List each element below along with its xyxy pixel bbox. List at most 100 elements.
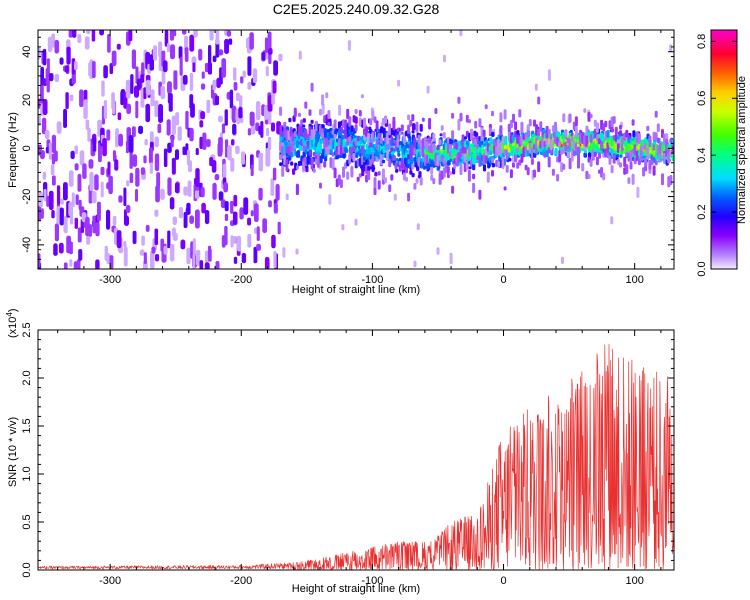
heatmap-cell [143, 155, 147, 164]
snr-xtick-label: -300 [99, 575, 121, 587]
heatmap-cell [89, 171, 94, 192]
heatmap-cell [505, 164, 509, 173]
heatmap-cell [268, 47, 273, 55]
heatmap-cell [619, 124, 622, 130]
heatmap-cell [38, 253, 41, 267]
heatmap-cell [379, 154, 383, 166]
heatmap-cell [321, 103, 325, 115]
heatmap-cell [252, 68, 258, 84]
heatmap-cell [158, 41, 163, 58]
heatmap-cell [262, 218, 267, 234]
heatmap-cell [402, 145, 407, 150]
heatmap-cell [533, 169, 536, 178]
heatmap-cell [648, 135, 652, 148]
heatmap-cell [566, 151, 570, 158]
heatmap-cell [300, 126, 304, 137]
heatmap-cell [439, 133, 443, 137]
heatmap-cell [583, 152, 587, 156]
heatmap-cell [138, 125, 143, 135]
heatmap-cell [411, 172, 415, 178]
spectrogram-x-axis: -300 -200 -100 0 100 [57, 30, 662, 286]
heatmap-cell [59, 207, 64, 226]
heatmap-cell [235, 92, 240, 102]
heatmap-cell [250, 124, 256, 135]
heatmap-cell [333, 119, 337, 129]
heatmap-cell [229, 89, 234, 109]
heatmap-cell [612, 116, 616, 124]
heatmap-cell [358, 110, 362, 117]
heatmap-cell [485, 139, 489, 145]
heatmap-cell [46, 58, 50, 77]
heatmap-cell [636, 186, 640, 198]
heatmap-cell [163, 245, 168, 255]
spectrogram-x-axis-title: Height of straight line (km) [292, 284, 420, 296]
heatmap-cell [631, 173, 635, 185]
heatmap-cell [100, 181, 104, 198]
snr-y-axis-title: SNR (10 * v/v) [7, 417, 19, 487]
heatmap-cell [348, 136, 352, 143]
heatmap-cell [139, 249, 145, 256]
heatmap-cell [63, 215, 68, 234]
heatmap-cell [131, 49, 136, 69]
heatmap-cell [54, 39, 60, 54]
heatmap-cell [70, 150, 75, 160]
heatmap-cell [572, 150, 576, 157]
heatmap-cell [112, 100, 116, 115]
heatmap-cell [598, 152, 601, 159]
heatmap-cell [589, 134, 593, 143]
heatmap-cell [163, 148, 168, 168]
heatmap-cell [178, 206, 183, 219]
heatmap-cell [342, 153, 346, 159]
heatmap-cell [612, 153, 616, 164]
heatmap-cell [321, 132, 325, 139]
heatmap-cell [106, 209, 111, 230]
heatmap-cell [423, 162, 427, 167]
heatmap-cell [390, 147, 394, 152]
heatmap-cell [218, 115, 223, 123]
heatmap-cell [371, 131, 375, 143]
heatmap-cell [295, 248, 299, 255]
heatmap-cell [465, 140, 469, 146]
heatmap-cell [491, 170, 494, 177]
heatmap-cell [595, 122, 599, 133]
heatmap-cell [491, 131, 495, 137]
heatmap-cell [150, 89, 155, 107]
heatmap-cell [549, 139, 553, 151]
heatmap-cell [86, 30, 91, 35]
spectrogram-xtick-label: -100 [361, 274, 383, 286]
heatmap-cell [405, 176, 408, 182]
heatmap-cell [341, 224, 345, 231]
heatmap-cell [279, 106, 283, 116]
heatmap-cell [338, 104, 342, 116]
heatmap-cell [298, 144, 303, 151]
heatmap-cell [319, 108, 322, 116]
heatmap-cell [501, 136, 505, 144]
heatmap-cell [103, 100, 107, 119]
heatmap-cell [574, 116, 578, 127]
heatmap-cell [465, 130, 469, 138]
spectrogram-ytick-label: 0 [21, 145, 33, 151]
heatmap-cell [610, 125, 614, 133]
heatmap-cell [503, 186, 507, 191]
heatmap-cell [175, 149, 179, 160]
spectrogram-xtick-label: -300 [99, 274, 121, 286]
snr-ytick-label: 1.5 [21, 418, 33, 433]
heatmap-cell [432, 178, 436, 185]
heatmap-cell [51, 210, 55, 219]
heatmap-cell [65, 92, 69, 110]
snr-ytick-label: 1.0 [21, 466, 33, 481]
spectrogram-xtick-label: -200 [230, 274, 252, 286]
spectrogram-xtick-label: 0 [500, 274, 506, 286]
heatmap-cell [40, 150, 45, 160]
heatmap-cell [432, 143, 436, 151]
heatmap-cell [150, 250, 155, 269]
heatmap-cell [472, 162, 476, 171]
spectrogram-ytick-label: -20 [21, 189, 33, 205]
heatmap-cell [554, 147, 558, 156]
colorbar-tick-label: 0.6 [696, 91, 708, 106]
heatmap-cell [91, 30, 96, 42]
heatmap-cell [141, 235, 145, 246]
heatmap-cell [266, 127, 269, 137]
heatmap-cell [491, 110, 494, 117]
heatmap-cell [671, 156, 674, 162]
